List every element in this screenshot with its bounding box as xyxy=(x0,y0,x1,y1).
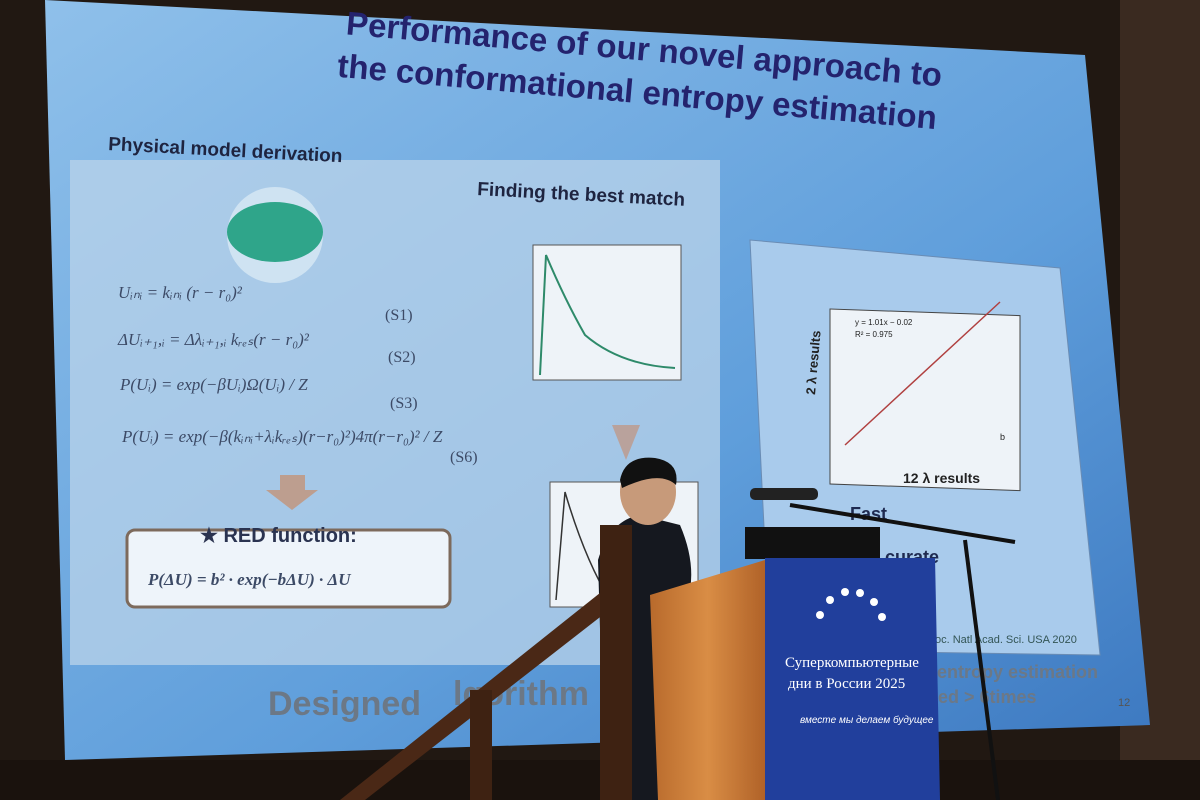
circle xyxy=(878,613,886,621)
fit-plot xyxy=(532,244,682,381)
podium-wood xyxy=(650,560,765,800)
speaker-hair xyxy=(620,457,677,488)
footer: Designed xyxy=(268,685,421,723)
footer: entropy estimation xyxy=(937,662,1098,682)
podium-text: Суперкомпьютерные xyxy=(785,655,919,671)
mic-boom xyxy=(789,503,1016,544)
circle xyxy=(870,598,878,606)
arrow xyxy=(266,475,318,510)
laptop xyxy=(745,527,880,559)
scatter-plot xyxy=(829,308,1021,492)
fit-line xyxy=(844,301,1001,446)
equation: Uᵢₙᵢ = kᵢₙᵢ (r − r₀)² xyxy=(118,283,243,302)
circle xyxy=(816,611,824,619)
protein xyxy=(227,202,323,262)
fit-curve xyxy=(539,254,676,376)
panel-letter: b xyxy=(1000,432,1005,442)
circle xyxy=(826,596,834,604)
railing-post xyxy=(600,525,632,800)
podium-logo xyxy=(816,588,886,621)
circle xyxy=(856,589,864,597)
equation-tag: (S1) xyxy=(385,307,413,324)
circle xyxy=(841,588,849,596)
red-box xyxy=(125,528,452,609)
axis-label: 2 λ results xyxy=(803,330,824,395)
equation-tag: (S3) xyxy=(390,395,418,412)
podium-slogan: вместе мы делаем будущее xyxy=(800,714,934,726)
equation: P(Uᵢ) = exp(−βUᵢ)Ω(Uᵢ) / Z xyxy=(119,375,308,394)
mic-stand xyxy=(963,539,1000,800)
arrow xyxy=(612,425,640,460)
podium-panel xyxy=(765,558,940,800)
fit-text: R² = 0.975 xyxy=(855,330,893,339)
microphone xyxy=(750,488,818,500)
equations: Uᵢₙᵢ = kᵢₙᵢ (r − r₀)² (S1) ΔUᵢ₊₁,ᵢ = Δλᵢ… xyxy=(117,283,478,466)
podium-text: дни в России 2025 xyxy=(788,676,905,692)
citation: oc. Natl Acad. Sci. USA 2020 xyxy=(935,634,1077,646)
baluster xyxy=(470,690,492,800)
page-number: 12 xyxy=(1118,697,1130,709)
red-label: ★ RED function: xyxy=(200,525,357,547)
equation: P(Uᵢ) = exp(−β(kᵢₙᵢ+λᵢkᵣₑₛ)(r−r₀)²)4π(r−… xyxy=(121,427,443,446)
equation: ΔUᵢ₊₁,ᵢ = Δλᵢ₊₁,ᵢ kᵣₑₛ(r − r₀)² xyxy=(117,330,310,349)
axis-label: 12 λ results xyxy=(903,470,980,486)
equation-tag: (S6) xyxy=(450,449,478,466)
fit-text: y = 1.01x − 0.02 xyxy=(855,318,913,327)
red-formula: P(ΔU) = b² · exp(−bΔU) · ΔU xyxy=(147,570,351,589)
equation-tag: (S2) xyxy=(388,349,416,366)
